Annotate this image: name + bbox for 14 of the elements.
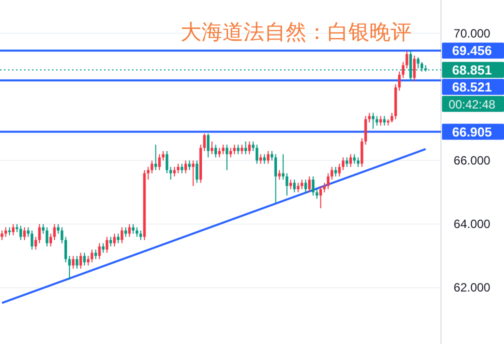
y-tick-label: 70.000 — [454, 26, 491, 40]
annotation: 00:42:48 — [442, 96, 504, 112]
price-label: 68.521 — [442, 78, 504, 95]
y-tick-label: 66.000 — [454, 154, 491, 168]
price-label: 69.456 — [442, 42, 504, 59]
y-tick-label: 62.000 — [454, 280, 491, 295]
ref-line-label: 68.521 — [452, 79, 492, 94]
ref-line-label: 69.456 — [452, 43, 492, 58]
text: 大海道法自然：白银晚评 — [180, 20, 412, 44]
y-tick-label: 64.000 — [454, 217, 491, 232]
price-label: 66.905 — [442, 124, 504, 140]
ref-line-label: 68.851 — [452, 62, 492, 78]
price-label: 68.851 — [442, 62, 504, 78]
ref-line-label: 66.905 — [452, 124, 492, 140]
